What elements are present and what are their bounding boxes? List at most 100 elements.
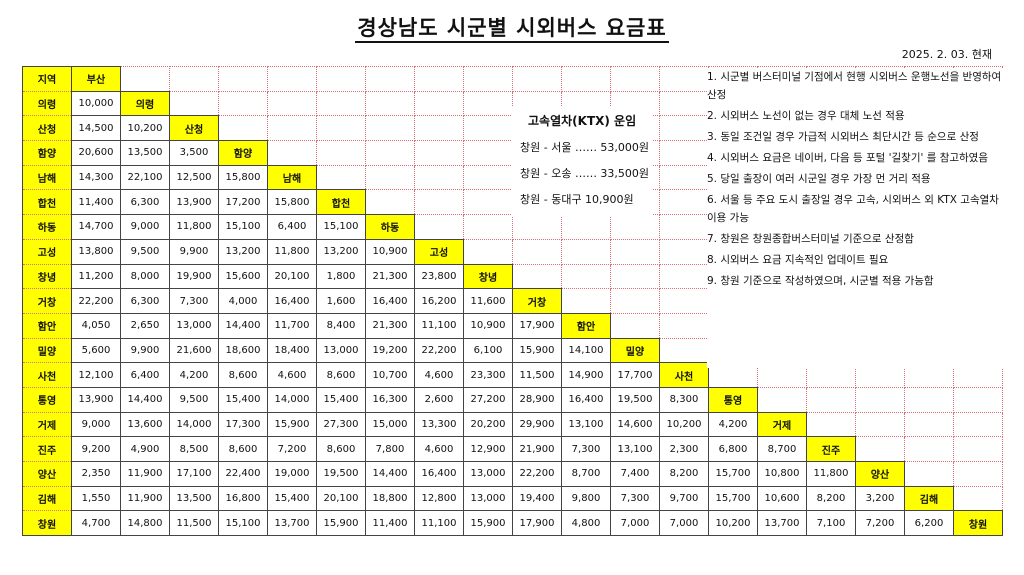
fare-cell: 20,200 <box>463 411 513 438</box>
fare-cell: 15,000 <box>365 411 415 438</box>
fare-cell: 6,400 <box>267 214 317 240</box>
fare-cell: 10,000 <box>71 90 121 117</box>
fare-cell: 16,400 <box>414 461 464 487</box>
fare-cell: 20,100 <box>267 263 317 290</box>
fare-cell: 8,600 <box>218 362 268 388</box>
fare-cell: 13,700 <box>757 510 807 537</box>
fare-cell: 18,800 <box>365 485 415 512</box>
ktx-title: 고속열차(KTX) 운임 <box>528 114 637 128</box>
empty-cell <box>463 238 513 265</box>
region-label: 사천 <box>22 362 72 388</box>
fare-cell: 14,800 <box>120 510 170 537</box>
fare-cell: 5,600 <box>71 337 121 364</box>
fare-cell: 20,600 <box>71 140 121 166</box>
fare-cell: 2,300 <box>659 436 709 462</box>
fare-cell: 10,200 <box>120 115 170 142</box>
fare-cell: 17,900 <box>512 312 562 339</box>
empty-cell <box>365 115 415 142</box>
fare-cell: 8,400 <box>316 312 366 339</box>
fare-cell: 15,100 <box>218 510 268 537</box>
empty-cell <box>659 238 709 265</box>
empty-cell <box>463 189 513 216</box>
fare-cell: 9,500 <box>120 238 170 265</box>
ktx-line: 창원 - 동대구 10,900원 <box>520 193 634 206</box>
fare-cell: 14,300 <box>71 164 121 191</box>
fare-cell: 16,400 <box>365 288 415 314</box>
ktx-fare-box: 고속열차(KTX) 운임 창원 - 서울 …… 53,000원 창원 - 오송 … <box>512 106 652 217</box>
fare-cell: 22,200 <box>512 461 562 487</box>
fare-cell: 11,700 <box>267 312 317 339</box>
fare-cell: 11,400 <box>71 189 121 216</box>
fare-cell: 13,200 <box>316 238 366 265</box>
region-label: 양산 <box>22 461 72 487</box>
empty-cell <box>365 164 415 191</box>
fare-cell: 8,700 <box>561 461 611 487</box>
empty-cell <box>512 263 562 290</box>
fare-cell: 15,700 <box>708 461 758 487</box>
region-label: 함양 <box>22 140 72 166</box>
empty-cell <box>365 90 415 117</box>
fare-cell: 7,200 <box>855 510 905 537</box>
region-label: 함안 <box>22 312 72 339</box>
region-diagonal-label: 함안 <box>561 312 611 339</box>
region-diagonal-label: 거창 <box>512 288 562 314</box>
fare-cell: 17,700 <box>610 362 660 388</box>
fare-cell: 7,000 <box>659 510 709 537</box>
fare-cell: 6,200 <box>904 510 954 537</box>
fare-cell: 12,100 <box>71 362 121 388</box>
empty-cell <box>463 90 513 117</box>
fare-cell: 13,500 <box>120 140 170 166</box>
empty-cell <box>414 115 464 142</box>
fare-cell: 19,400 <box>512 485 562 512</box>
fare-cell: 9,000 <box>71 411 121 438</box>
fare-cell: 15,900 <box>267 411 317 438</box>
fare-cell: 7,400 <box>610 461 660 487</box>
empty-cell <box>953 436 1003 462</box>
empty-cell <box>806 386 856 413</box>
note-item: 8. 시외버스 요금 지속적인 업데이트 필요 <box>707 254 889 266</box>
region-diagonal-label: 창녕 <box>463 263 513 290</box>
empty-cell <box>659 263 709 290</box>
region-diagonal-label: 창원 <box>953 510 1003 537</box>
fare-cell: 8,000 <box>120 263 170 290</box>
fare-cell: 29,900 <box>512 411 562 438</box>
fare-cell: 1,600 <box>316 288 366 314</box>
fare-cell: 15,900 <box>463 510 513 537</box>
fare-cell: 11,500 <box>169 510 219 537</box>
region-label: 고성 <box>22 238 72 265</box>
empty-cell <box>316 90 366 117</box>
fare-cell: 17,300 <box>218 411 268 438</box>
fare-cell: 12,900 <box>463 436 513 462</box>
fare-cell: 22,400 <box>218 461 268 487</box>
fare-cell: 28,900 <box>512 386 562 413</box>
fare-cell: 16,800 <box>218 485 268 512</box>
empty-cell <box>512 238 562 265</box>
fare-cell: 14,000 <box>169 411 219 438</box>
fare-cell: 9,500 <box>169 386 219 413</box>
fare-cell: 19,000 <box>267 461 317 487</box>
empty-cell <box>169 90 219 117</box>
empty-cell <box>659 337 709 364</box>
empty-cell <box>953 461 1003 487</box>
fare-cell: 13,100 <box>610 436 660 462</box>
region-label: 산청 <box>22 115 72 142</box>
fare-cell: 4,600 <box>267 362 317 388</box>
region-diagonal-label: 밀양 <box>610 337 660 364</box>
fare-cell: 7,100 <box>806 510 856 537</box>
fare-cell: 21,300 <box>365 312 415 339</box>
empty-cell <box>659 288 709 314</box>
fare-cell: 4,700 <box>71 510 121 537</box>
fare-cell: 15,900 <box>316 510 366 537</box>
fare-cell: 8,300 <box>659 386 709 413</box>
fare-cell: 13,000 <box>169 312 219 339</box>
fare-cell: 8,600 <box>316 362 366 388</box>
empty-cell <box>218 115 268 142</box>
note-item: 6. 서울 등 주요 도시 출장일 경우 고속, 시외버스 외 KTX 고속열차… <box>707 194 999 224</box>
region-diagonal-label: 진주 <box>806 436 856 462</box>
empty-cell <box>855 386 905 413</box>
empty-cell <box>316 140 366 166</box>
empty-cell <box>904 386 954 413</box>
empty-cell <box>414 164 464 191</box>
date-label: 2025. 2. 03. 현재 <box>901 48 992 61</box>
fare-cell: 4,900 <box>120 436 170 462</box>
